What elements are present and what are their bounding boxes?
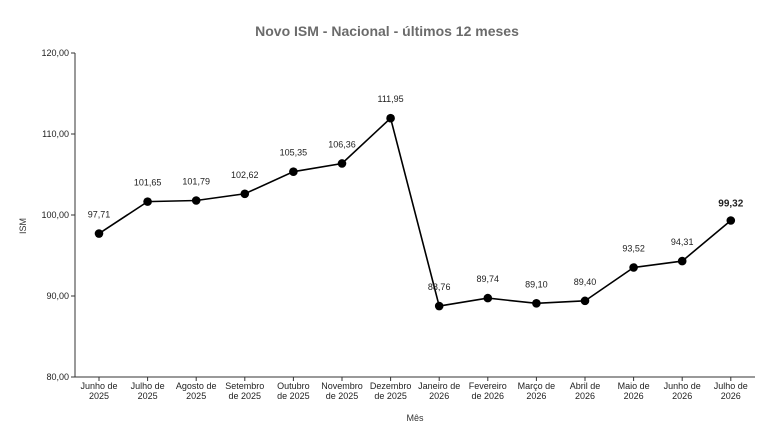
x-tick-label: Setembro de 2025 <box>225 381 264 401</box>
x-tick-label: Junho de 2026 <box>664 381 701 401</box>
data-point <box>143 197 152 206</box>
data-point <box>483 293 493 303</box>
data-point <box>726 216 736 225</box>
series-line <box>98 116 732 307</box>
data-point <box>386 113 395 123</box>
data-label: 93,52 <box>622 243 645 253</box>
x-tick-label: Junho de 2025 <box>80 381 117 401</box>
data-point <box>532 298 541 308</box>
data-label: 97,71 <box>88 210 111 220</box>
x-tick-label: Fevereiro de 2026 <box>469 381 507 401</box>
x-tick-label: Dezembro de 2025 <box>370 381 412 401</box>
x-tick-label: Novembro de 2025 <box>321 381 363 401</box>
data-point <box>94 229 104 238</box>
data-point <box>434 301 444 311</box>
x-tick-label: Janeiro de 2026 <box>418 381 460 401</box>
x-tick-label: Outubro de 2025 <box>277 381 310 401</box>
data-point <box>337 159 347 168</box>
data-point <box>191 196 201 205</box>
y-tick-label: 120,00 <box>41 48 69 58</box>
data-label: 101,79 <box>182 177 210 187</box>
y-tick-label: 80,00 <box>46 372 69 382</box>
data-point <box>677 256 687 266</box>
data-label: 89,40 <box>574 277 597 287</box>
x-tick-label: Julho de 2026 <box>714 381 748 401</box>
data-point <box>240 189 250 199</box>
data-label: 99,32 <box>718 199 743 210</box>
data-label: 111,95 <box>377 94 403 104</box>
data-label: 102,62 <box>231 170 259 180</box>
data-label: 94,31 <box>671 237 694 247</box>
y-axis-title: ISM <box>18 218 28 234</box>
data-point <box>289 167 298 176</box>
x-tick-label: Abril de 2026 <box>570 381 601 401</box>
y-tick-label: 90,00 <box>46 291 69 301</box>
data-label: 101,65 <box>134 178 162 188</box>
data-label: 88,76 <box>428 282 451 292</box>
x-axis-title: Mês <box>406 413 424 423</box>
data-label: 89,74 <box>477 274 500 284</box>
y-tick-label: 110,00 <box>42 129 69 139</box>
x-tick-group: Junho de 2025 Julho de 2025 Agosto de 2025 Set… <box>80 377 748 401</box>
y-tick-group: 80,00 90,00 100,00 110,00 120,00 <box>41 48 75 382</box>
data-label: 106,36 <box>328 139 356 149</box>
data-label: 105,35 <box>280 148 308 158</box>
chart-title: Novo ISM - Nacional - últimos 12 meses <box>255 23 519 39</box>
x-tick-label: Agosto de 2025 <box>176 381 217 401</box>
x-tick-label: Maio de 2026 <box>618 381 650 401</box>
x-tick-label: Março de 2026 <box>518 381 556 401</box>
data-label: 89,10 <box>525 279 548 289</box>
y-tick-label: 100,00 <box>41 210 69 220</box>
data-point <box>580 296 590 306</box>
data-point-group <box>94 113 736 311</box>
data-label-group: 97,71 101,65 101,79 102,62 105,35 106,36 111,9… <box>88 94 744 292</box>
data-point <box>629 263 638 272</box>
x-tick-label: Julho de 2025 <box>131 381 165 401</box>
